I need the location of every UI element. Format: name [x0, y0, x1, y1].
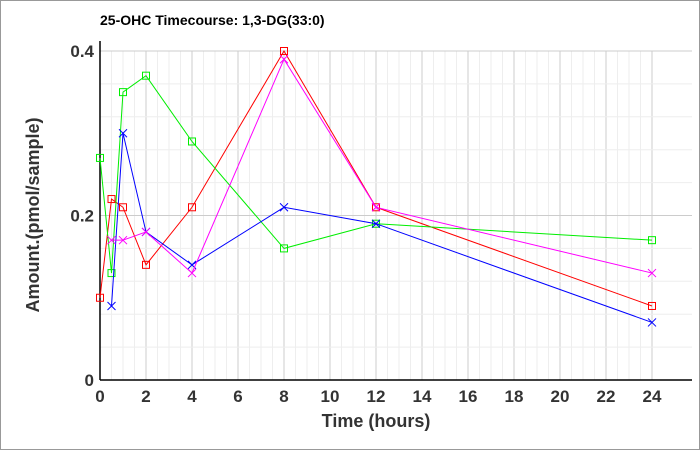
data-point-blue [371, 219, 381, 229]
data-point-blue [279, 202, 289, 212]
data-point-magenta [647, 268, 657, 278]
grid [99, 50, 692, 381]
data-point-green [188, 137, 196, 146]
data-point-green [280, 244, 288, 253]
data-point-green [142, 71, 150, 80]
x-tick-label: 10 [321, 387, 340, 406]
x-tick-label: 4 [187, 387, 197, 406]
x-tick-label: 22 [597, 387, 616, 406]
data-point-red [648, 301, 656, 310]
data-point-magenta [118, 235, 128, 245]
y-tick-label: 0.2 [70, 207, 94, 226]
data-point-green [107, 269, 116, 278]
data-point-red [372, 203, 380, 212]
data-point-magenta [107, 235, 116, 245]
data-point-red [188, 203, 196, 212]
data-point-red [96, 293, 104, 302]
data-point-red [280, 47, 288, 55]
y-tick-label: 0 [85, 371, 94, 390]
x-tick-label: 8 [279, 387, 288, 406]
data-point-green [119, 88, 127, 97]
x-tick-label: 24 [643, 387, 662, 406]
x-tick-label: 12 [367, 387, 386, 406]
series-line-red [99, 50, 653, 307]
x-tick-label: 18 [505, 387, 524, 406]
x-tick-label: 14 [413, 387, 432, 406]
data-point-green [648, 236, 656, 245]
series-line-green [99, 74, 653, 274]
data-point-magenta [141, 227, 151, 237]
series-line-magenta [111, 58, 653, 274]
data-point-magenta [279, 54, 289, 64]
chart-title: 25-OHC Timecourse: 1,3-DG(33:0) [100, 12, 325, 28]
x-tick-label: 0 [95, 387, 104, 406]
data-point-red [119, 203, 127, 212]
x-tick-label: 2 [141, 387, 150, 406]
data-point-green [372, 219, 380, 228]
data-point-magenta [371, 202, 381, 212]
data-point-blue [107, 301, 116, 311]
data-point-blue [647, 318, 657, 327]
data-point-red [107, 195, 116, 204]
x-tick-label: 16 [459, 387, 478, 406]
y-tick-label: 0.4 [70, 42, 94, 61]
series-line-blue [111, 133, 653, 323]
data-point-magenta [187, 268, 197, 278]
data-point-green [96, 153, 104, 162]
data-point-blue [118, 128, 128, 138]
data-point-red [142, 260, 150, 269]
series-group [96, 47, 657, 327]
y-axis-label: Amount.(pmol/sample) [23, 117, 43, 312]
x-axis-label: Time (hours) [322, 411, 431, 431]
x-tick-label: 20 [551, 387, 570, 406]
x-tick-label: 6 [233, 387, 242, 406]
